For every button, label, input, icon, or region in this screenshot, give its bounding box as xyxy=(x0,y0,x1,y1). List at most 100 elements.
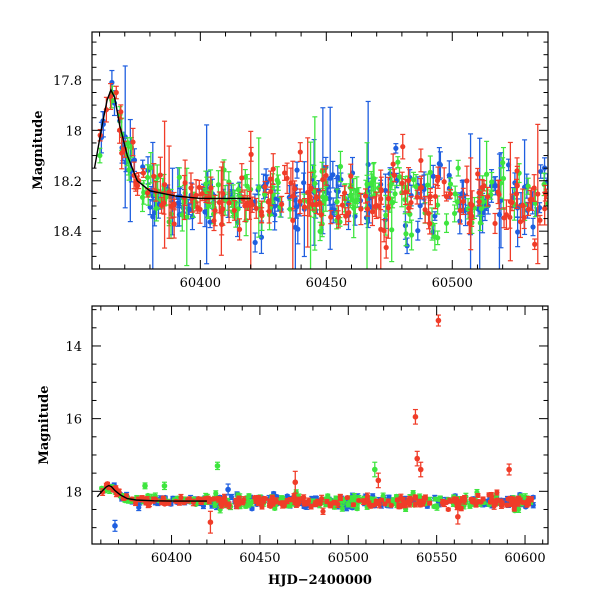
bottom-data-point xyxy=(416,498,422,504)
top-data-point xyxy=(196,184,202,190)
bottom-outlier-point xyxy=(414,455,421,462)
top-data-point xyxy=(151,173,157,179)
top-y-axis-label: Magnitude xyxy=(31,110,46,189)
top-data-point xyxy=(395,159,401,165)
top-data-point xyxy=(517,219,524,225)
top-data-point xyxy=(451,210,458,217)
top-data-point xyxy=(279,201,285,207)
bottom-data-point xyxy=(491,503,497,509)
top-data-point xyxy=(290,217,296,223)
top-data-point xyxy=(295,226,301,232)
top-y-tick-label: 18 xyxy=(65,124,82,139)
bottom-data-point xyxy=(255,500,261,506)
bottom-data-point xyxy=(499,501,506,507)
top-data-point xyxy=(157,172,163,178)
top-data-point xyxy=(179,212,185,218)
top-panel: 60400 60450 60500 17.8 18 18.2 18.4 Magnitude xyxy=(31,31,549,291)
top-data-point xyxy=(294,167,300,173)
top-data-point xyxy=(335,214,341,221)
bottom-data-point xyxy=(525,496,531,503)
bottom-data-point xyxy=(447,498,453,504)
top-data-point xyxy=(313,201,319,207)
bottom-data-point xyxy=(360,499,367,505)
top-data-point xyxy=(390,161,396,167)
top-data-point xyxy=(337,163,344,170)
top-data-point xyxy=(305,189,311,196)
bottom-data-point xyxy=(434,504,440,510)
top-data-point xyxy=(158,202,165,208)
bottom-data-point xyxy=(308,504,314,510)
top-data-point xyxy=(368,181,374,187)
top-data-point xyxy=(328,214,334,220)
top-data-point xyxy=(249,202,255,208)
top-data-point xyxy=(485,194,491,200)
top-data-point xyxy=(525,206,532,212)
bottom-outlier-point xyxy=(435,317,442,324)
top-data-point xyxy=(202,209,208,215)
bottom-data-point xyxy=(287,497,293,503)
bottom-outlier-point xyxy=(112,523,118,529)
bottom-series-3 xyxy=(99,481,535,515)
bottom-data-point xyxy=(339,505,345,511)
top-data-point xyxy=(457,207,463,214)
top-data-point xyxy=(236,226,243,232)
bottom-outlier-point xyxy=(292,479,299,486)
bottom-data-point xyxy=(319,495,325,502)
top-data-point xyxy=(358,206,364,212)
bottom-data-point xyxy=(394,497,400,503)
bottom-data-point xyxy=(259,504,265,510)
bottom-data-point xyxy=(178,494,184,501)
top-data-point xyxy=(489,179,495,185)
top-data-point xyxy=(480,199,486,205)
top-data-point xyxy=(113,89,119,96)
bottom-model-curve xyxy=(96,484,207,502)
top-data-point xyxy=(400,144,406,150)
top-data-point xyxy=(188,185,194,191)
top-data-point xyxy=(311,168,317,175)
top-data-point xyxy=(130,139,136,145)
top-data-point xyxy=(253,205,259,211)
top-x-tick-label: 60500 xyxy=(432,276,473,291)
top-data-point xyxy=(215,182,221,188)
top-data-point xyxy=(362,193,369,199)
top-data-point xyxy=(535,191,541,197)
top-data-point xyxy=(330,172,336,178)
top-data-point xyxy=(118,109,124,115)
top-data-point xyxy=(484,171,490,177)
top-model-curve xyxy=(93,88,251,200)
bottom-data-point xyxy=(494,489,500,496)
bottom-data-point xyxy=(515,506,522,512)
top-data-point xyxy=(396,174,403,180)
top-data-point xyxy=(414,194,420,200)
bottom-data-point xyxy=(344,494,350,501)
top-data-point xyxy=(425,182,431,188)
top-data-point xyxy=(297,149,303,155)
bottom-data-point xyxy=(211,496,217,502)
bottom-outlier-point xyxy=(506,466,512,473)
top-data-point xyxy=(320,177,326,183)
top-data-point xyxy=(460,198,466,204)
top-data-point xyxy=(211,218,217,224)
top-data-point xyxy=(171,201,177,207)
bottom-data-point xyxy=(246,493,252,499)
bottom-outlier-point xyxy=(417,466,424,473)
top-data-point xyxy=(327,175,333,181)
top-data-point xyxy=(432,213,438,219)
top-data-point xyxy=(312,180,318,187)
bottom-data-point xyxy=(330,500,336,506)
top-data-point xyxy=(365,161,371,168)
bottom-plot-frame xyxy=(91,305,549,545)
top-data-point xyxy=(385,195,391,202)
top-data-point xyxy=(126,167,132,173)
bottom-outlier-point xyxy=(161,483,168,489)
top-data-point xyxy=(193,192,199,198)
top-x-tick-label: 60400 xyxy=(180,276,221,291)
top-data-point xyxy=(475,171,481,177)
top-data-point xyxy=(161,182,168,188)
top-data-point xyxy=(265,199,271,205)
bottom-data-point xyxy=(382,501,388,507)
bottom-outlier-point xyxy=(214,463,221,469)
top-data-point xyxy=(208,185,214,191)
top-data-point xyxy=(527,197,533,203)
